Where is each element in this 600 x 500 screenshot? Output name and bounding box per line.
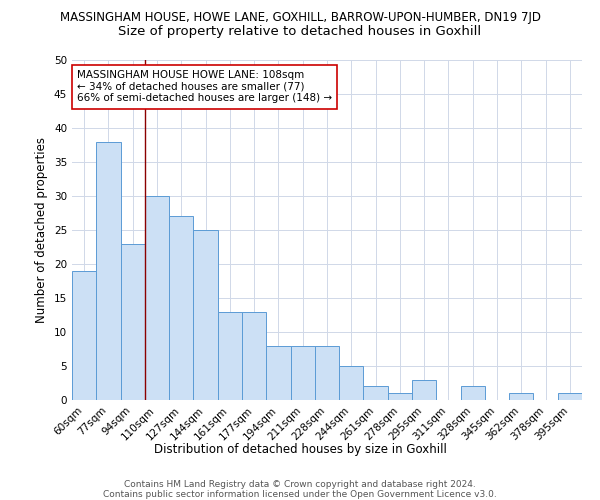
- Bar: [509, 393, 533, 400]
- Bar: [388, 393, 412, 400]
- Bar: [193, 230, 218, 400]
- Text: Distribution of detached houses by size in Goxhill: Distribution of detached houses by size …: [154, 442, 446, 456]
- Bar: [412, 380, 436, 400]
- Bar: [364, 386, 388, 400]
- Bar: [339, 366, 364, 400]
- Bar: [558, 393, 582, 400]
- Text: Contains HM Land Registry data © Crown copyright and database right 2024.
Contai: Contains HM Land Registry data © Crown c…: [103, 480, 497, 500]
- Bar: [169, 216, 193, 400]
- Bar: [242, 312, 266, 400]
- Bar: [461, 386, 485, 400]
- Bar: [121, 244, 145, 400]
- Y-axis label: Number of detached properties: Number of detached properties: [35, 137, 49, 323]
- Bar: [96, 142, 121, 400]
- Bar: [290, 346, 315, 400]
- Bar: [266, 346, 290, 400]
- Text: MASSINGHAM HOUSE HOWE LANE: 108sqm
← 34% of detached houses are smaller (77)
66%: MASSINGHAM HOUSE HOWE LANE: 108sqm ← 34%…: [77, 70, 332, 103]
- Bar: [315, 346, 339, 400]
- Bar: [145, 196, 169, 400]
- Text: MASSINGHAM HOUSE, HOWE LANE, GOXHILL, BARROW-UPON-HUMBER, DN19 7JD: MASSINGHAM HOUSE, HOWE LANE, GOXHILL, BA…: [59, 11, 541, 24]
- Bar: [72, 271, 96, 400]
- Bar: [218, 312, 242, 400]
- Text: Size of property relative to detached houses in Goxhill: Size of property relative to detached ho…: [118, 25, 482, 38]
